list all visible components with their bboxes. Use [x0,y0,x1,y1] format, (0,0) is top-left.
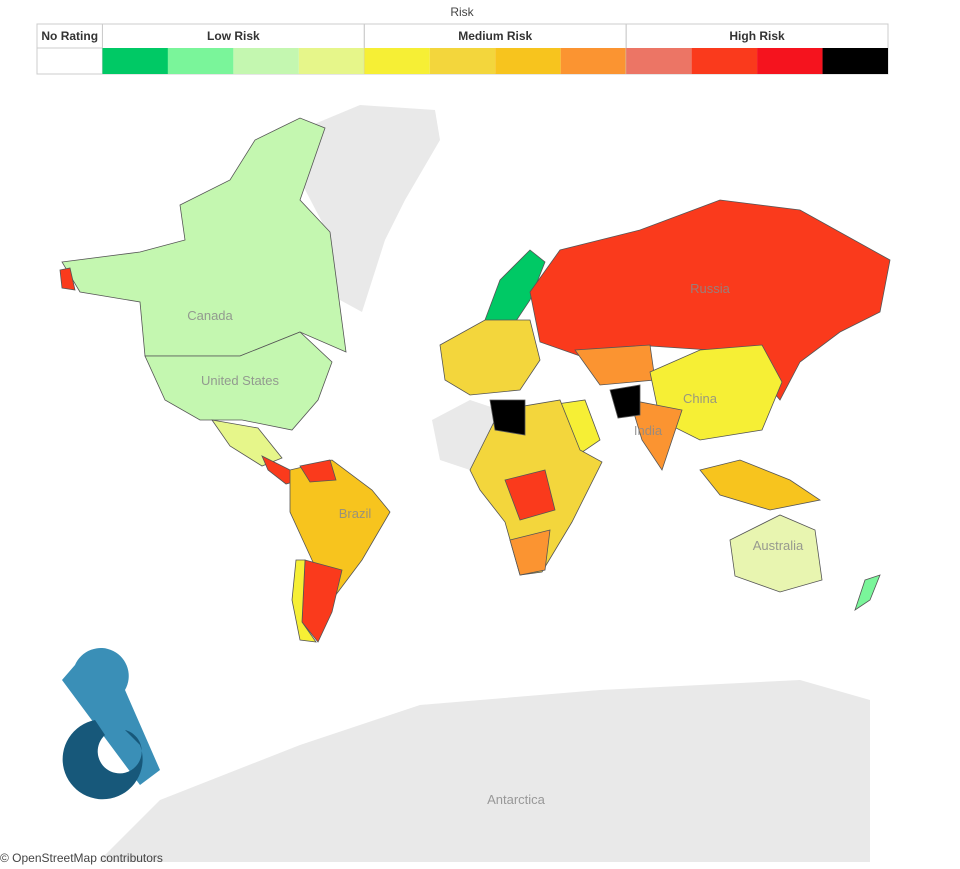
greenland [300,105,440,312]
legend-group-label: Medium Risk [458,29,532,43]
logo-bottom [62,720,143,800]
legend-swatch [364,48,430,74]
australia [729,514,823,593]
legend-swatch [757,48,823,74]
europe [439,319,541,396]
legend-swatch [298,48,365,74]
legend-swatch [560,48,627,74]
map-label: United States [201,373,280,388]
legend-group-label: Low Risk [207,29,260,43]
legend-swatch [102,48,168,74]
central-africa [504,469,556,521]
legend-swatch [167,48,234,74]
legend-title: Risk [450,5,474,19]
se-asia [699,459,822,511]
map-label: Russia [690,281,731,296]
afghanistan [609,384,641,419]
legend-swatch [233,48,299,74]
alaska-tip [59,267,76,291]
world-map [59,105,891,862]
canada [61,117,347,357]
map-label: Brazil [339,506,372,521]
legend-swatch [626,48,692,74]
libya [489,399,526,436]
logo [62,648,160,800]
legend-swatch [822,48,888,74]
united-states [144,331,333,431]
map-label: Australia [753,538,804,553]
legend-group-label: No Rating [41,29,98,43]
legend-swatch [495,48,561,74]
legend-swatch [691,48,758,74]
venezuela [299,459,337,483]
mexico [211,419,283,467]
logo-top [62,648,160,785]
kazakhstan [574,344,656,386]
new-zealand [854,574,881,611]
legend-swatch [429,48,496,74]
map-label: China [683,391,718,406]
legend: No Rating Low Risk Medium Risk High Risk [36,23,889,75]
argentina [301,559,343,643]
map-label: India [634,423,663,438]
map-label: Canada [187,308,233,323]
attribution: © OpenStreetMap contributors [0,851,163,865]
legend-swatch [36,47,103,75]
india [629,399,683,471]
southern-africa [509,529,551,576]
legend-group-label: High Risk [729,29,785,43]
antarctica [100,680,870,862]
chile [291,559,317,643]
map-labels: Russia Canada United States China India … [187,281,804,807]
map-label: Antarctica [487,792,546,807]
